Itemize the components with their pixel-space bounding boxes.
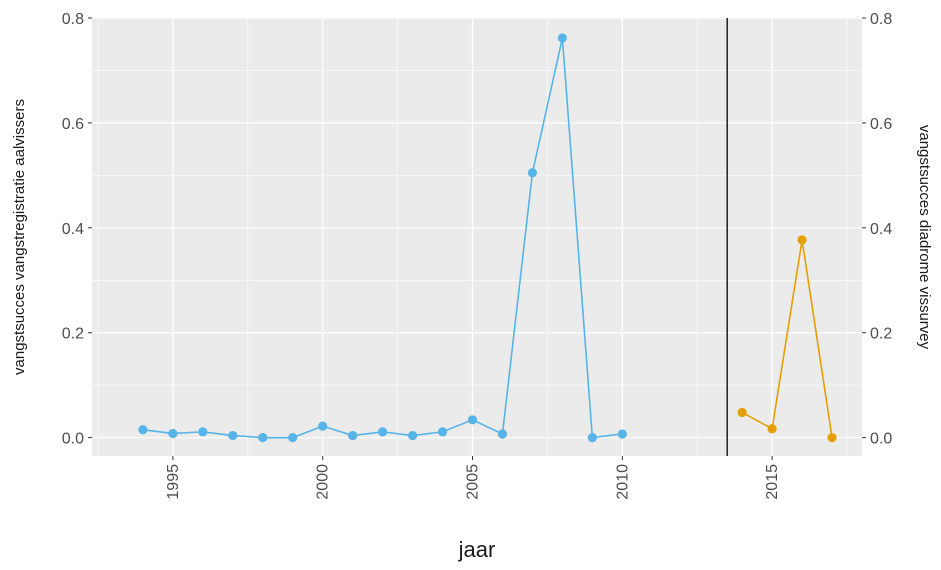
y-tick-label-left: 0.8 — [62, 11, 84, 28]
series-left-point — [467, 415, 478, 425]
series-left-point — [288, 433, 298, 443]
axes: 1995 2000 2005 2010 2015 0.0 0.0 0.2 0.2 0.4 0.4 0.… — [62, 11, 893, 500]
plot-panel — [92, 18, 862, 456]
grid-lines — [92, 17, 862, 456]
series-left-point — [198, 427, 208, 437]
y-tick-label-right: 0.8 — [870, 11, 892, 28]
series-left-point — [318, 421, 328, 431]
x-tick-label: 2010 — [614, 464, 631, 500]
y-axis-title-right: vangstsucces diadrome vissurvey — [916, 125, 933, 350]
series-right-point — [797, 235, 807, 245]
series-left-point — [407, 430, 418, 441]
series-left-point — [138, 425, 148, 435]
y-axis-title-left: vangstsucces vangstregistratie aalvisser… — [11, 99, 28, 375]
series-left-point — [228, 430, 238, 441]
series-left-point — [168, 428, 178, 439]
y-tick-label-right: 0.4 — [870, 221, 892, 238]
series-left-point — [348, 430, 358, 441]
y-tick-label-left: 0.6 — [62, 116, 84, 133]
series-left-point — [497, 429, 508, 439]
y-tick-label-left: 0.0 — [62, 431, 84, 448]
series-right-line — [741, 239, 833, 438]
series-right-point — [827, 433, 837, 443]
series-right-point — [737, 407, 747, 418]
y-tick-label-left: 0.2 — [62, 326, 84, 343]
series-left-point — [617, 429, 627, 439]
series-left-point — [527, 168, 538, 178]
y-tick-label-right: 0.0 — [870, 431, 892, 448]
x-tick-label: 1995 — [165, 464, 182, 500]
x-tick-label: 2005 — [465, 464, 482, 500]
x-tick-label: 2015 — [764, 464, 781, 500]
x-axis-title: jaar — [458, 537, 496, 562]
series-left-point — [437, 427, 448, 437]
series-layer — [138, 33, 837, 443]
series-left-point — [378, 427, 388, 437]
series-right-point — [767, 424, 777, 434]
y-tick-label-right: 0.6 — [870, 116, 892, 133]
series-left-point — [557, 33, 567, 43]
series-left-point — [587, 433, 597, 443]
series-left-point — [258, 433, 268, 443]
x-tick-label: 2000 — [315, 464, 332, 500]
y-tick-label-left: 0.4 — [62, 221, 84, 238]
y-tick-label-right: 0.2 — [870, 326, 892, 343]
